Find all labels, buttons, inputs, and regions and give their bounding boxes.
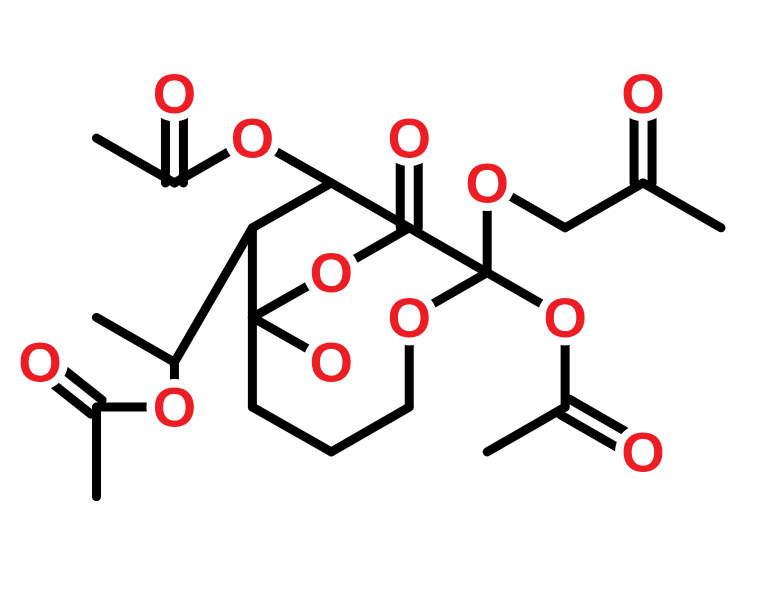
- oxygen-label: O: [231, 107, 275, 170]
- bond: [252, 407, 331, 452]
- bond: [431, 273, 487, 305]
- bond: [252, 317, 309, 349]
- oxygen-label: O: [543, 286, 587, 349]
- oxygen-label: O: [387, 286, 431, 349]
- oxygen-label: O: [387, 107, 431, 170]
- chemical-structure: OOOOOOOOOOOO: [0, 0, 761, 590]
- bond: [509, 196, 565, 228]
- bond: [331, 407, 409, 452]
- oxygen-label: O: [465, 151, 509, 214]
- bond: [487, 273, 543, 305]
- bond: [353, 228, 409, 260]
- bond: [565, 183, 643, 228]
- bond: [252, 285, 309, 317]
- oxygen-label: O: [153, 62, 197, 125]
- oxygen-label: O: [310, 241, 354, 304]
- bond: [274, 151, 331, 183]
- oxygen-label: O: [621, 62, 665, 125]
- oxygen-label: O: [153, 376, 197, 439]
- bond: [174, 228, 252, 362]
- bond: [97, 317, 175, 362]
- oxygen-label: O: [18, 331, 62, 394]
- bond: [409, 228, 487, 273]
- bond: [643, 183, 721, 228]
- oxygen-label: O: [310, 331, 354, 394]
- bond: [487, 407, 565, 452]
- oxygen-label: O: [621, 420, 665, 483]
- bond: [252, 183, 331, 228]
